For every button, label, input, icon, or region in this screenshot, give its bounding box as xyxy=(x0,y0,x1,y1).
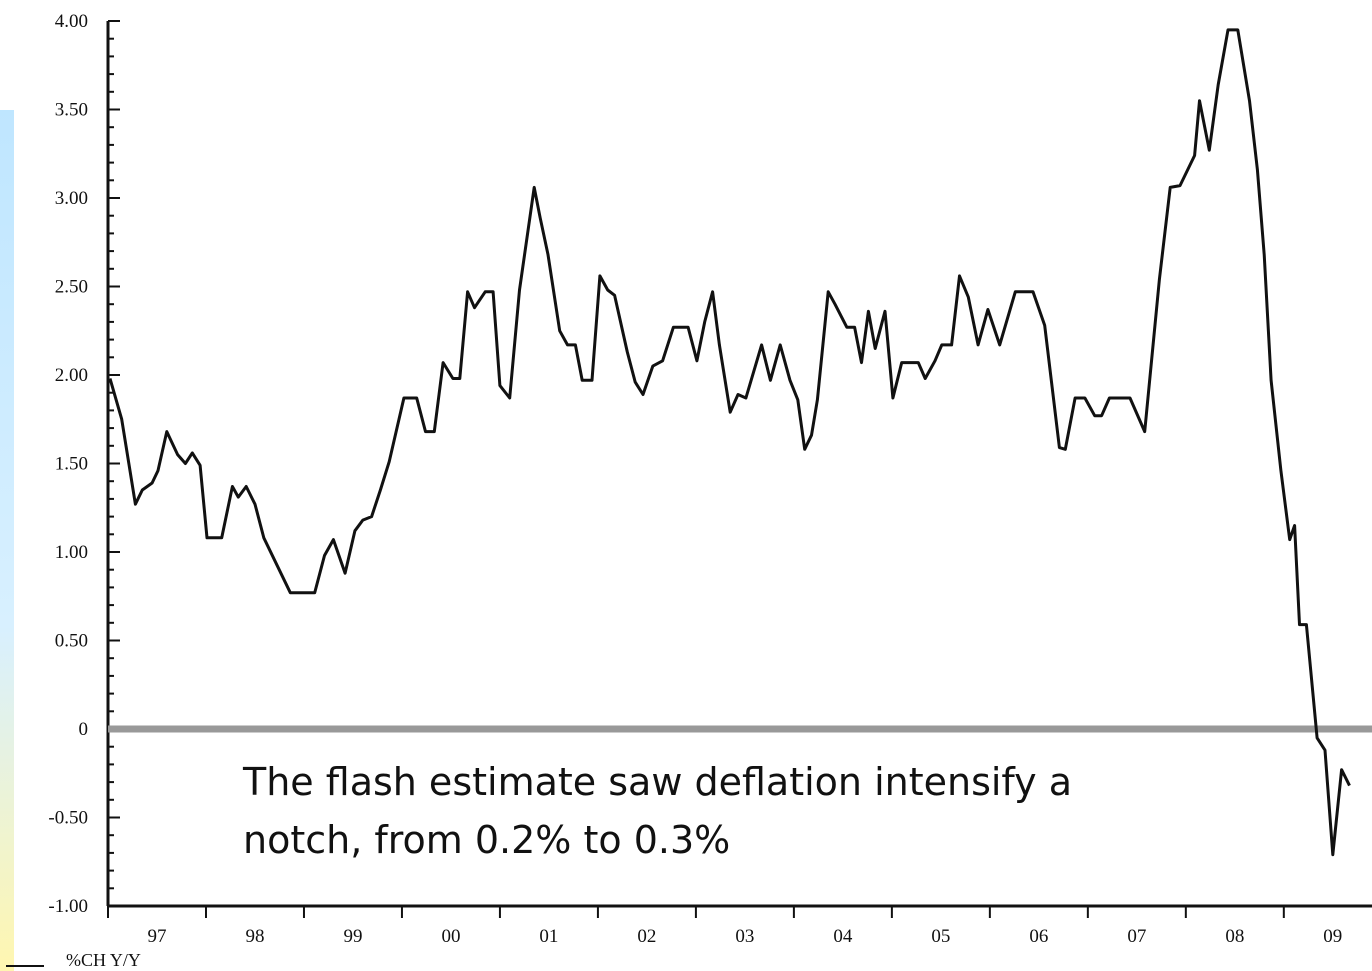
x-tick-label: 05 xyxy=(931,926,950,947)
x-tick-label: 00 xyxy=(441,926,460,947)
x-tick-label: 06 xyxy=(1029,926,1048,947)
y-tick-label: 0 xyxy=(79,719,89,740)
series-line xyxy=(108,28,1351,857)
x-tick-label: 98 xyxy=(245,926,264,947)
y-tick-label: 4.00 xyxy=(55,11,88,32)
x-tick-label: 99 xyxy=(343,926,362,947)
x-tick-label: 02 xyxy=(637,926,656,947)
y-tick-label: 3.00 xyxy=(55,188,88,209)
x-tick-label: 04 xyxy=(833,926,853,947)
x-tick-label: 09 xyxy=(1323,926,1342,947)
annotation: The flash estimate saw deflation intensi… xyxy=(242,760,1072,804)
side-strip xyxy=(0,110,14,971)
x-tick-label: 08 xyxy=(1225,926,1244,947)
y-tick-label: -1.00 xyxy=(48,896,88,917)
y-tick-label: 1.00 xyxy=(55,542,88,563)
y-tick-label: 0.50 xyxy=(55,631,88,652)
x-tick-label: 97 xyxy=(147,926,166,947)
y-tick-label: 3.50 xyxy=(55,100,88,121)
y-tick-label: 2.50 xyxy=(55,277,88,298)
x-tick-label: 03 xyxy=(735,926,754,947)
legend-label: %CH Y/Y xyxy=(66,950,141,970)
x-tick-label: 07 xyxy=(1127,926,1146,947)
x-tick-label: 01 xyxy=(539,926,558,947)
y-tick-label: 1.50 xyxy=(55,454,88,475)
y-tick-label: 2.00 xyxy=(55,365,88,386)
annotation: notch, from 0.2% to 0.3% xyxy=(243,818,730,862)
y-tick-label: -0.50 xyxy=(48,808,88,829)
